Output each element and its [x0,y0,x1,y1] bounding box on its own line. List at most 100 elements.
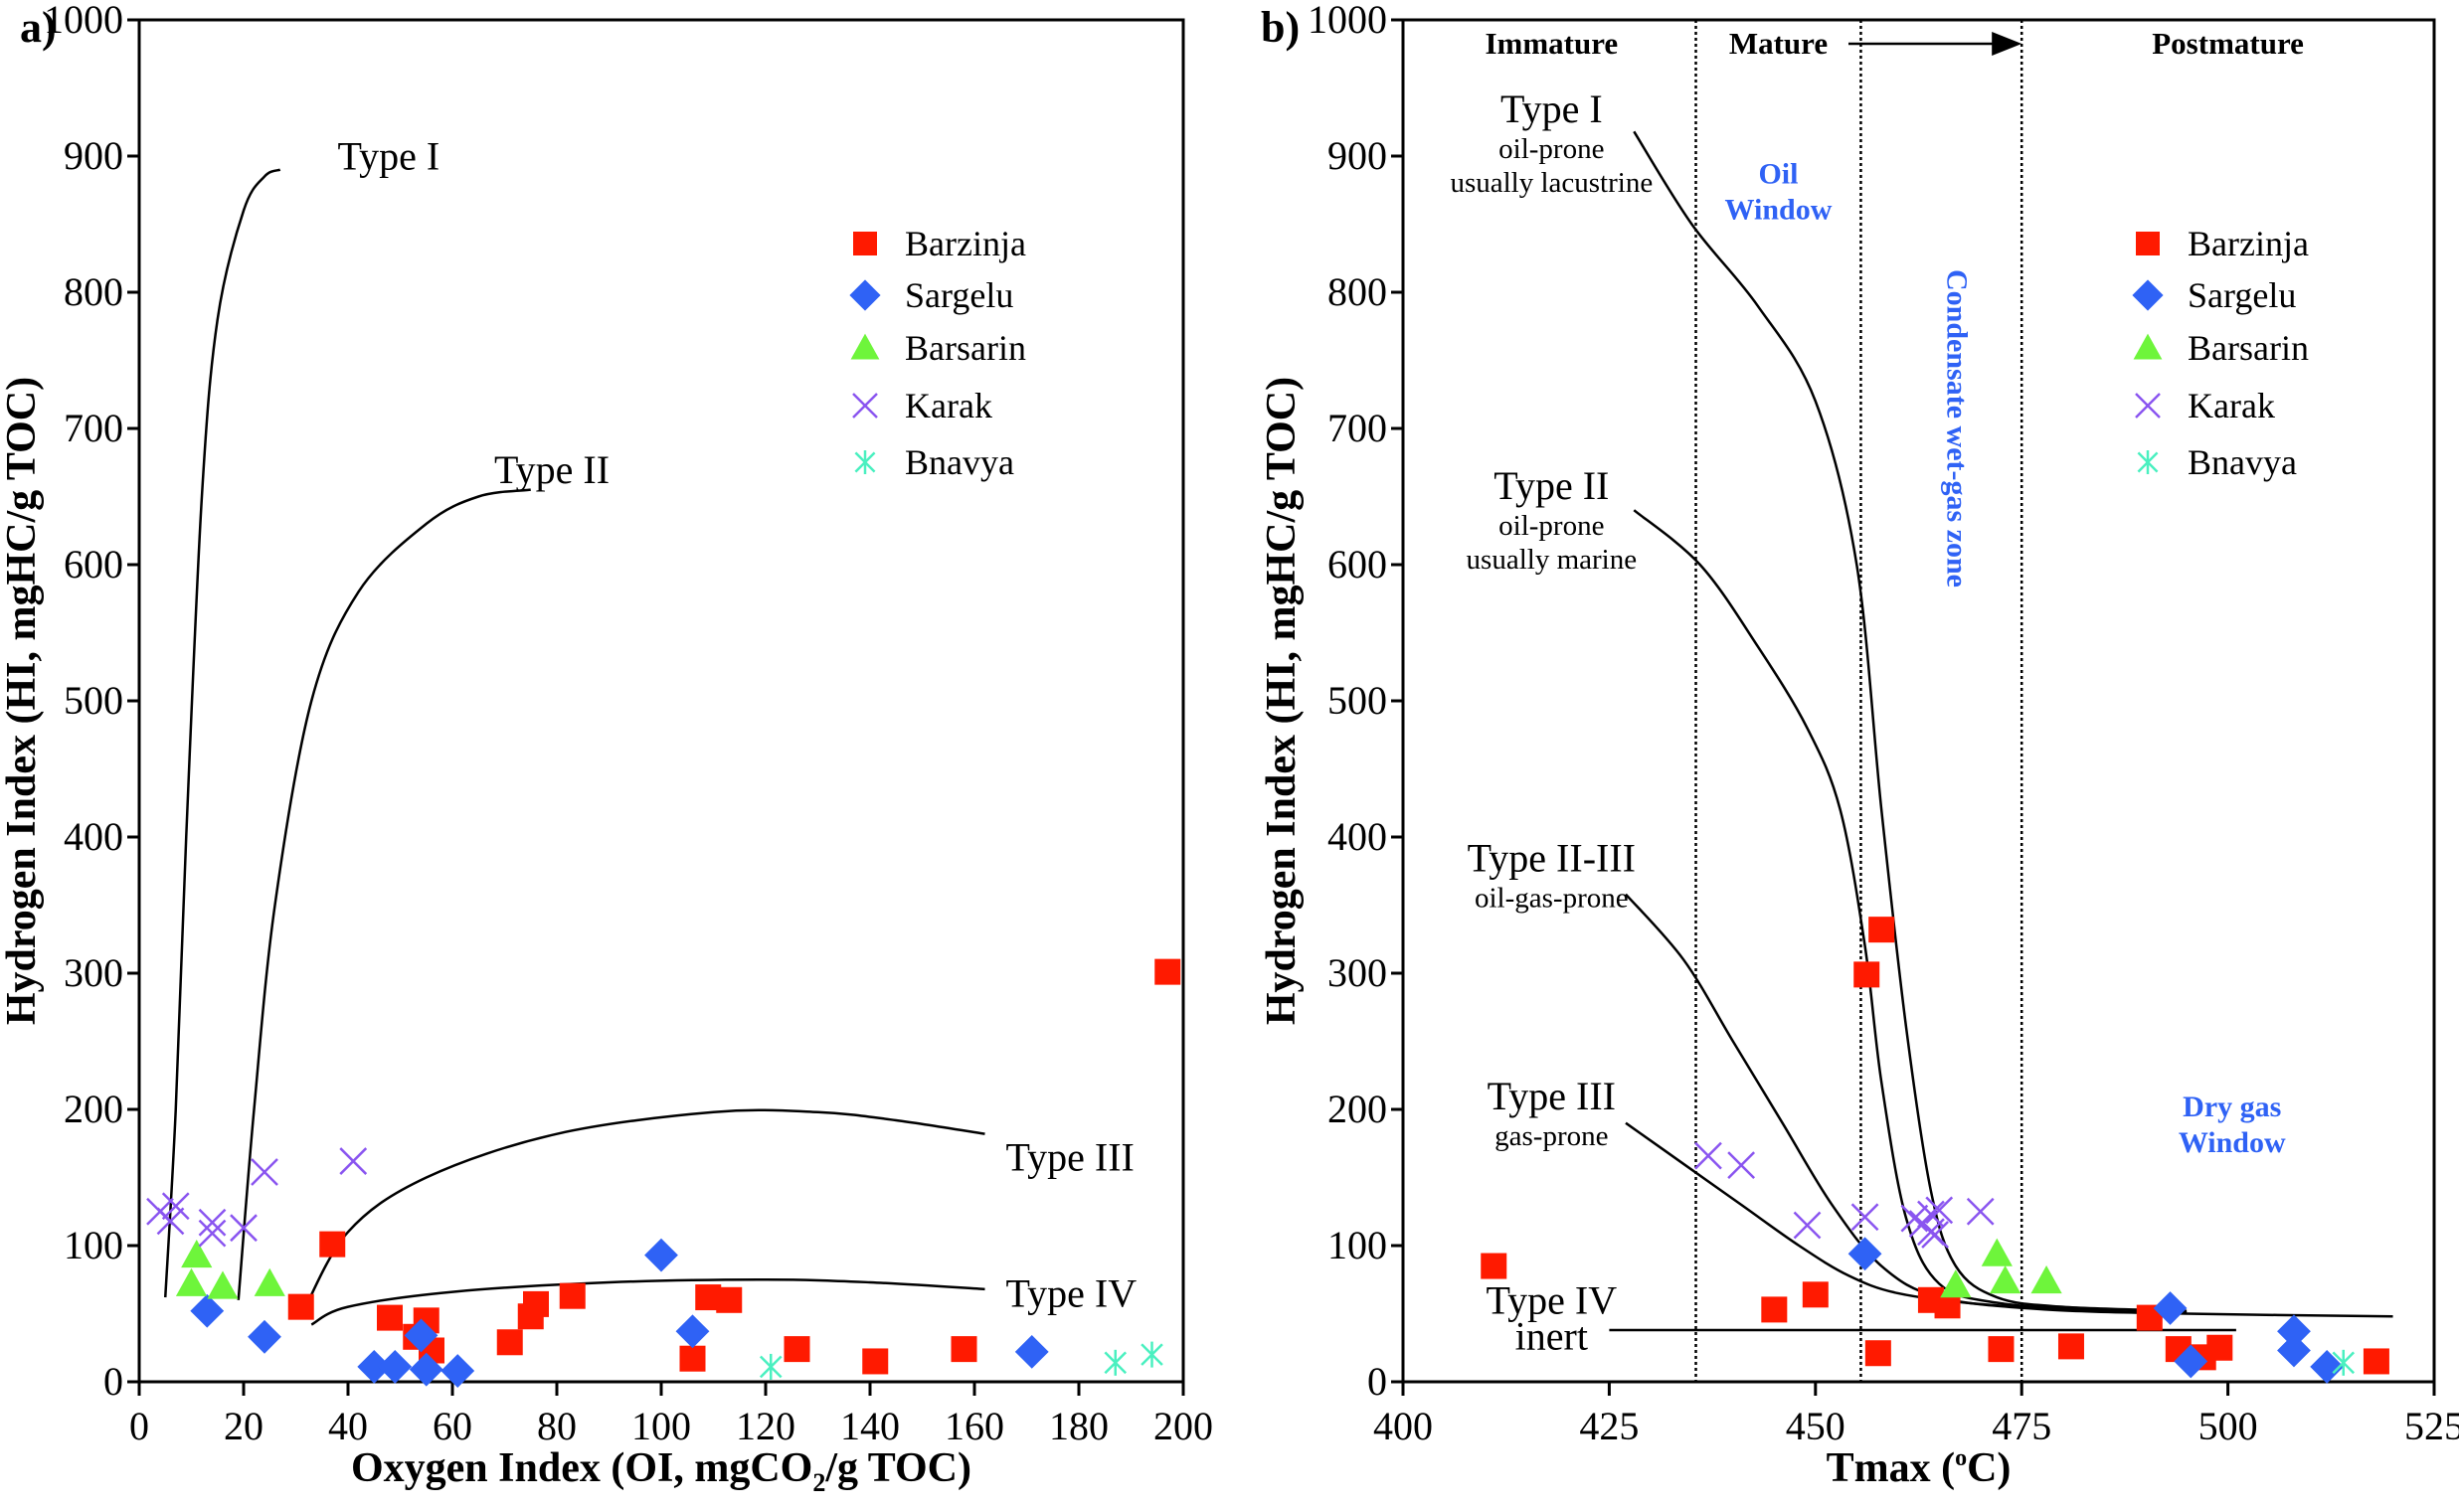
legend-marker-karak [852,393,878,419]
series-barsarin [175,1239,285,1299]
data-point [1917,1200,1945,1229]
kerogen-type-description: inert [1515,1314,1588,1359]
data-point [1793,1211,1822,1240]
marker-stroke [198,1208,227,1237]
y-tick-label: 800 [1327,269,1387,314]
marker-stroke [1793,1211,1822,1240]
x-tick-label: 425 [1579,1404,1639,1448]
x-tick-label: 140 [840,1404,900,1448]
legend-label: Barzinja [905,224,1026,263]
legend-label: Karak [2188,386,2275,425]
marker-stroke [1727,1151,1756,1180]
legend-label: Sargelu [905,275,1013,315]
kerogen-type-curve [299,1108,985,1317]
series-sargelu [1847,1237,2345,1384]
data-point [2153,1291,2188,1325]
x-tick-label: 0 [129,1404,149,1448]
x-axis-title-superscript: o [1955,1445,1967,1471]
marker-stroke [1694,1141,1722,1170]
data-point [357,1350,392,1384]
window-label: Window [2179,1126,2286,1159]
series-bnavya [759,1341,1163,1380]
data-point [1141,1341,1163,1368]
x-tick-label: 60 [433,1404,472,1448]
data-point [404,1318,439,1353]
data-point [190,1293,225,1328]
panel-label: b) [1261,3,1300,52]
y-tick-label: 400 [64,814,123,859]
data-point [409,1352,443,1387]
data-point [2206,1334,2233,1361]
kerogen-type-label: Type II [494,447,610,492]
data-point [951,1336,977,1363]
data-point [2332,1349,2356,1376]
y-tick-label: 0 [1367,1359,1387,1404]
data-point [198,1219,227,1248]
y-tick-label: 1000 [1308,0,1387,42]
data-point [644,1238,678,1272]
x-tick-label: 400 [1373,1404,1433,1448]
series-barsarin [1940,1238,2062,1298]
marker-stroke [198,1219,227,1248]
x-axis-title: Oxygen Index (OI, mgCO2/g TOC) [351,1445,971,1497]
marker-stroke [339,1147,368,1175]
marker-stroke [230,1214,258,1243]
data-point [1864,1340,1891,1367]
maturity-zone-label: Postmature [2152,26,2304,61]
legend-marker-karak [2135,393,2161,419]
kerogen-type-label: Type I [338,134,440,179]
data-point [2310,1350,2345,1384]
data-point [2057,1333,2084,1360]
x-tick-label: 180 [1049,1404,1109,1448]
y-tick-label: 100 [1327,1223,1387,1267]
data-point [1014,1334,1049,1369]
y-tick-label: 900 [1327,133,1387,178]
x-axis-title-main: Tmax ( [1827,1445,1956,1491]
data-point [675,1314,710,1349]
y-tick-label: 400 [1327,814,1387,859]
series-sargelu [190,1238,1049,1388]
x-tick-label: 80 [537,1404,577,1448]
data-point [1988,1336,2015,1363]
kerogen-type-label: Type II [1493,463,1609,508]
data-point [254,1267,285,1296]
data-point [175,1267,208,1296]
x-axis-title-subscript: 2 [812,1468,825,1497]
data-point [1990,1265,2021,1294]
data-point [2363,1348,2389,1375]
legend-label: Sargelu [2188,275,2296,315]
kerogen-type-curve [1625,1121,2188,1314]
legend-marker-barsarin [850,333,880,360]
data-point [1925,1196,1954,1225]
kerogen-type-label: Type III [1006,1135,1135,1180]
x-tick-label: 40 [328,1404,368,1448]
window-label: Window [1725,193,1833,226]
legend-label: Bnavya [2188,442,2297,482]
marker-stroke [1850,1203,1879,1232]
data-point [1850,1203,1879,1232]
data-point [784,1336,810,1363]
y-tick-label: 700 [1327,406,1387,450]
maturity-zone-label: Immature [1485,26,1618,61]
y-tick-label: 600 [64,542,123,587]
data-point [1761,1296,1788,1323]
marker-stroke [2135,393,2161,419]
legend-label: Barzinja [2188,224,2309,263]
data-point [181,1239,213,1268]
x-tick-label: 200 [1153,1404,1213,1448]
data-point [230,1214,258,1243]
y-tick-label: 200 [64,1087,123,1131]
data-point [339,1147,368,1175]
x-tick-label: 500 [2198,1404,2258,1448]
legend-label: Barsarin [2188,328,2309,368]
data-point [1900,1204,1929,1233]
series-karak [146,1147,368,1248]
data-point [1104,1349,1128,1376]
data-point [716,1286,743,1313]
x-tick-label: 120 [736,1404,795,1448]
x-axis-title-tail: /g TOC) [824,1445,971,1491]
kerogen-type-curve [237,488,531,1300]
data-point [1940,1269,1972,1298]
marker-stroke [156,1207,185,1236]
data-point [559,1282,586,1309]
